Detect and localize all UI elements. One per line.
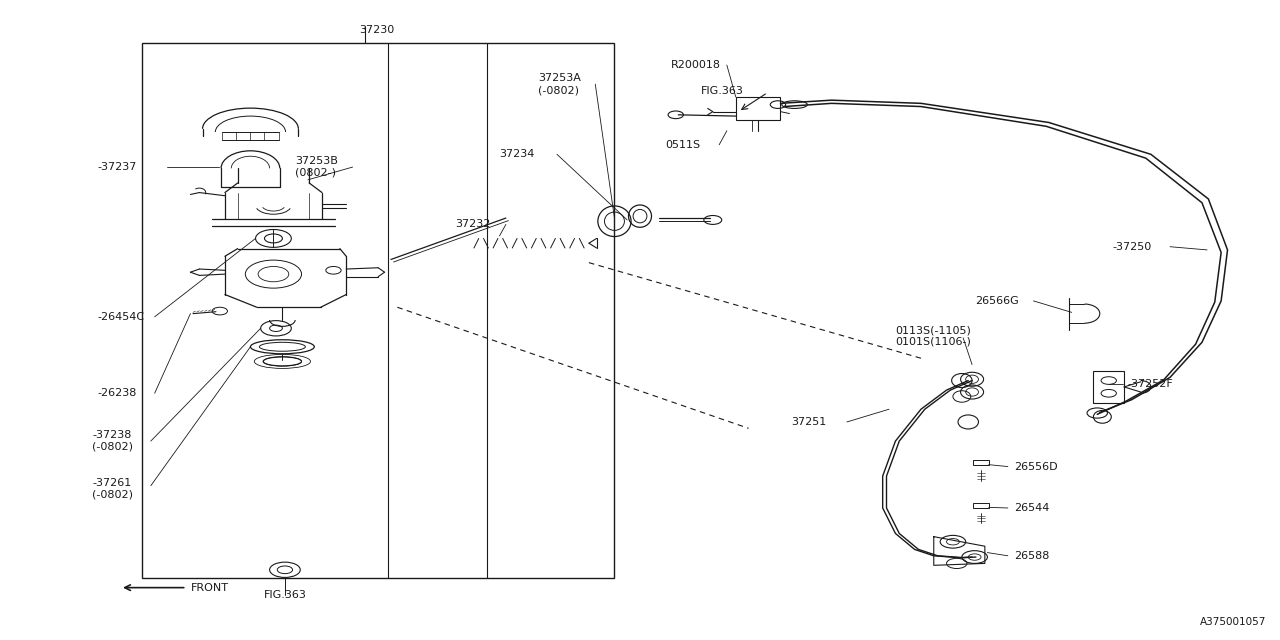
Text: -37238
(-0802): -37238 (-0802)	[92, 430, 133, 452]
Bar	[973, 460, 988, 465]
Text: 37232: 37232	[454, 220, 490, 229]
Text: -37250: -37250	[1112, 242, 1152, 252]
Text: -37252F: -37252F	[1128, 379, 1174, 388]
Text: -37261
(-0802): -37261 (-0802)	[92, 478, 133, 500]
Bar	[142, 43, 614, 578]
Text: 26544: 26544	[1014, 503, 1050, 513]
Text: FRONT: FRONT	[191, 582, 228, 593]
Text: 0511S: 0511S	[666, 140, 700, 150]
Text: FIG.363: FIG.363	[701, 86, 744, 95]
Text: R200018: R200018	[671, 60, 721, 70]
Bar	[973, 503, 988, 508]
Text: 37234: 37234	[499, 149, 535, 159]
Text: 37253A
(-0802): 37253A (-0802)	[538, 74, 581, 95]
Text: 26566G: 26566G	[974, 296, 1019, 306]
Text: 37230: 37230	[358, 25, 394, 35]
Text: A375001057: A375001057	[1199, 617, 1266, 627]
Text: 26556D: 26556D	[1014, 461, 1057, 472]
Text: 0113S(-1105)
0101S(1106-): 0113S(-1105) 0101S(1106-)	[896, 325, 972, 347]
Text: 26588: 26588	[1014, 551, 1050, 561]
Text: FIG.363: FIG.363	[264, 590, 306, 600]
Text: -26454C: -26454C	[97, 312, 145, 322]
Text: -26238: -26238	[97, 388, 137, 398]
Text: 37251: 37251	[791, 417, 826, 427]
Bar	[1093, 371, 1124, 403]
Text: -37237: -37237	[97, 162, 137, 172]
Text: 37253B
(0802-): 37253B (0802-)	[296, 156, 338, 178]
Bar	[736, 97, 781, 120]
